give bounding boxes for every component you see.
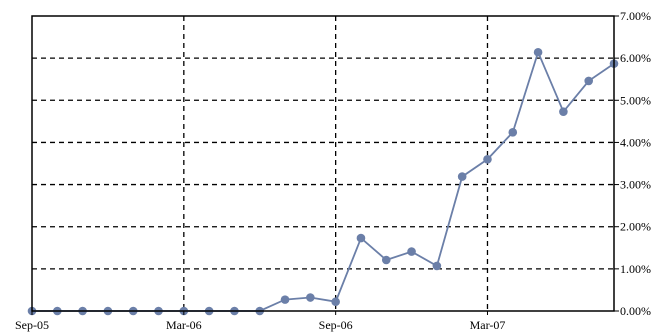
y-tick-label: 4.00% — [620, 135, 651, 149]
y-tick-label: 6.00% — [620, 51, 651, 65]
data-point — [280, 295, 290, 304]
data-point — [356, 233, 366, 243]
tick-labels: 0.00% 1.00% 2.00% 3.00% 4.00% 5.00% 6.00% 7.00%… — [15, 9, 651, 332]
y-tick-label: 5.00% — [620, 93, 651, 107]
grid — [32, 16, 614, 311]
data-point — [306, 293, 315, 302]
y-tick-label: 7.00% — [620, 9, 651, 23]
y-tick-label: 2.00% — [620, 220, 651, 234]
data-point — [331, 297, 340, 307]
x-tick-label: Sep-05 — [15, 318, 49, 332]
data-point — [432, 261, 442, 271]
data-point — [508, 128, 518, 137]
data-point — [559, 107, 568, 116]
x-tick-label: Mar-06 — [166, 318, 202, 332]
data-point — [584, 76, 593, 86]
series-group — [27, 47, 619, 316]
plot-frame — [31, 15, 619, 315]
data-point — [381, 255, 391, 265]
data-point — [457, 172, 467, 181]
x-tick-label: Sep-06 — [319, 318, 353, 332]
data-point — [483, 154, 492, 164]
x-tick-label: Mar-07 — [470, 318, 506, 332]
y-tick-label: 1.00% — [620, 262, 651, 276]
data-point — [407, 247, 416, 256]
data-point — [533, 47, 543, 57]
series-line — [32, 49, 615, 312]
y-tick-label: 3.00% — [620, 178, 651, 192]
y-tick-label: 0.00% — [620, 304, 651, 318]
plot-area-border — [31, 15, 615, 312]
